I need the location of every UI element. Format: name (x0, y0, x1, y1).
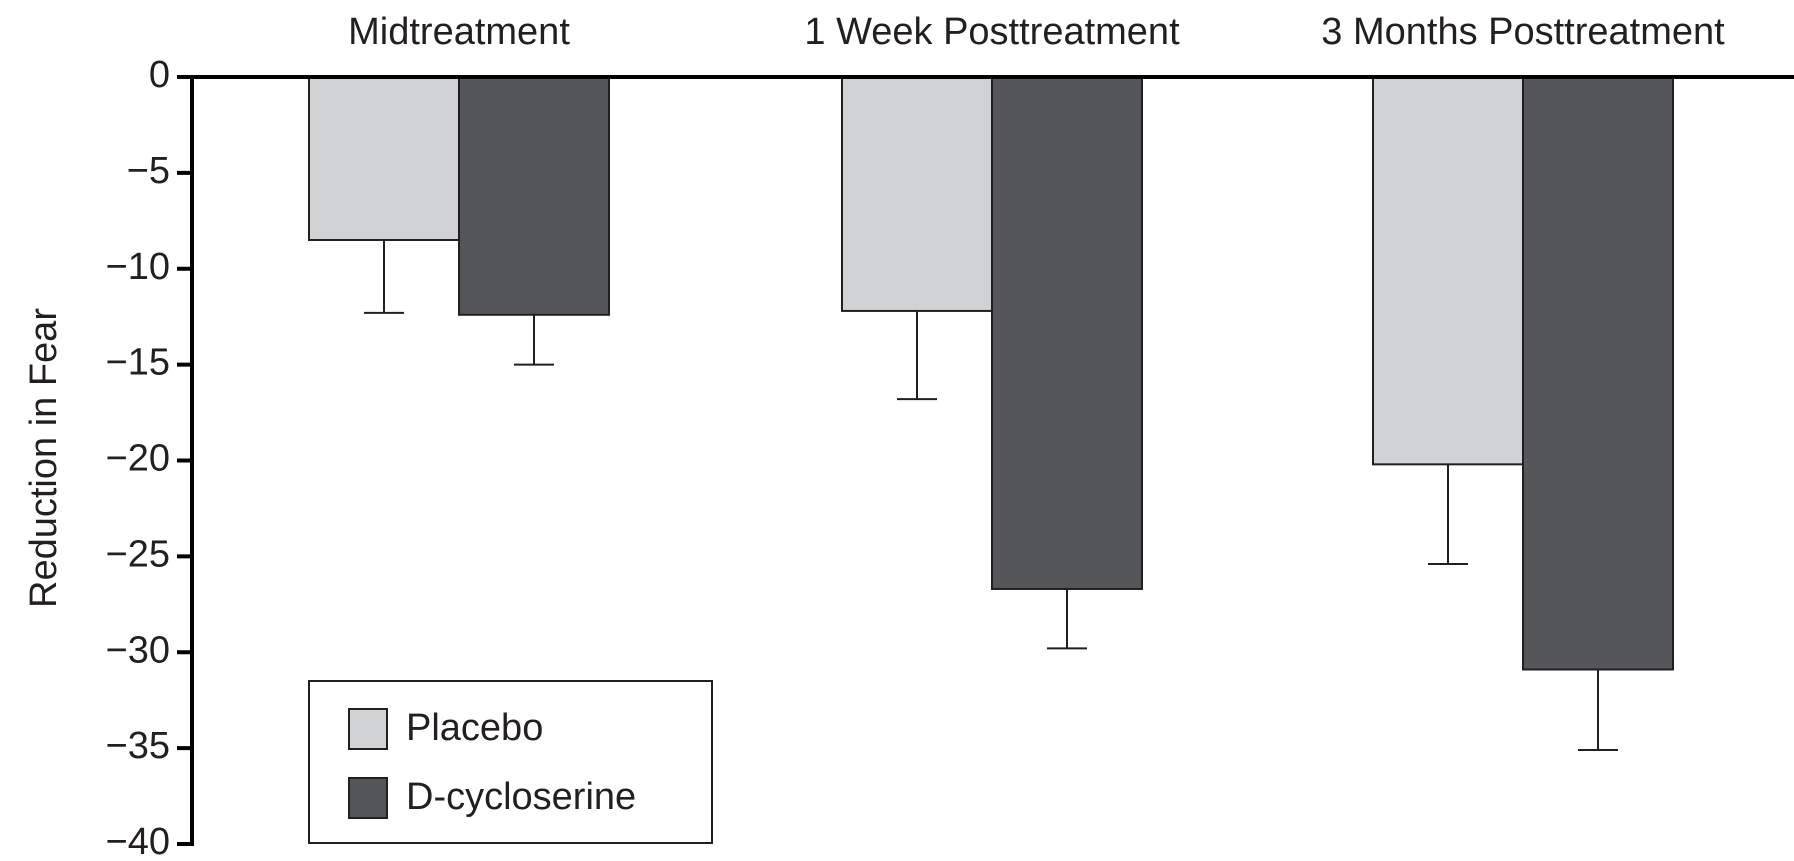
y-tick-label: −20 (106, 438, 170, 480)
legend-label: Placebo (406, 707, 543, 749)
y-tick-label: −10 (106, 246, 170, 288)
bar (458, 76, 610, 316)
legend-swatch (348, 777, 388, 819)
y-tick-label: −30 (106, 629, 170, 671)
y-tick-label: −25 (106, 533, 170, 575)
y-tick-label: 0 (149, 54, 170, 96)
bar (308, 76, 460, 241)
x-tick-label: 3 Months Posttreatment (1321, 11, 1725, 53)
y-tick-label: −35 (106, 725, 170, 767)
x-tick-label: 1 Week Posttreatment (804, 11, 1180, 53)
y-tick-label: −5 (127, 150, 170, 192)
y-tick-label: −15 (106, 342, 170, 384)
legend-label: D-cycloserine (406, 776, 636, 818)
legend-swatch (348, 708, 388, 750)
bar (1522, 76, 1674, 671)
x-tick-label: Midtreatment (348, 11, 570, 53)
bar (991, 76, 1143, 590)
y-tick-label: −40 (106, 821, 170, 861)
y-axis-label: Reduction in Fear (23, 308, 65, 608)
bar (1372, 76, 1524, 466)
bar (841, 76, 993, 312)
